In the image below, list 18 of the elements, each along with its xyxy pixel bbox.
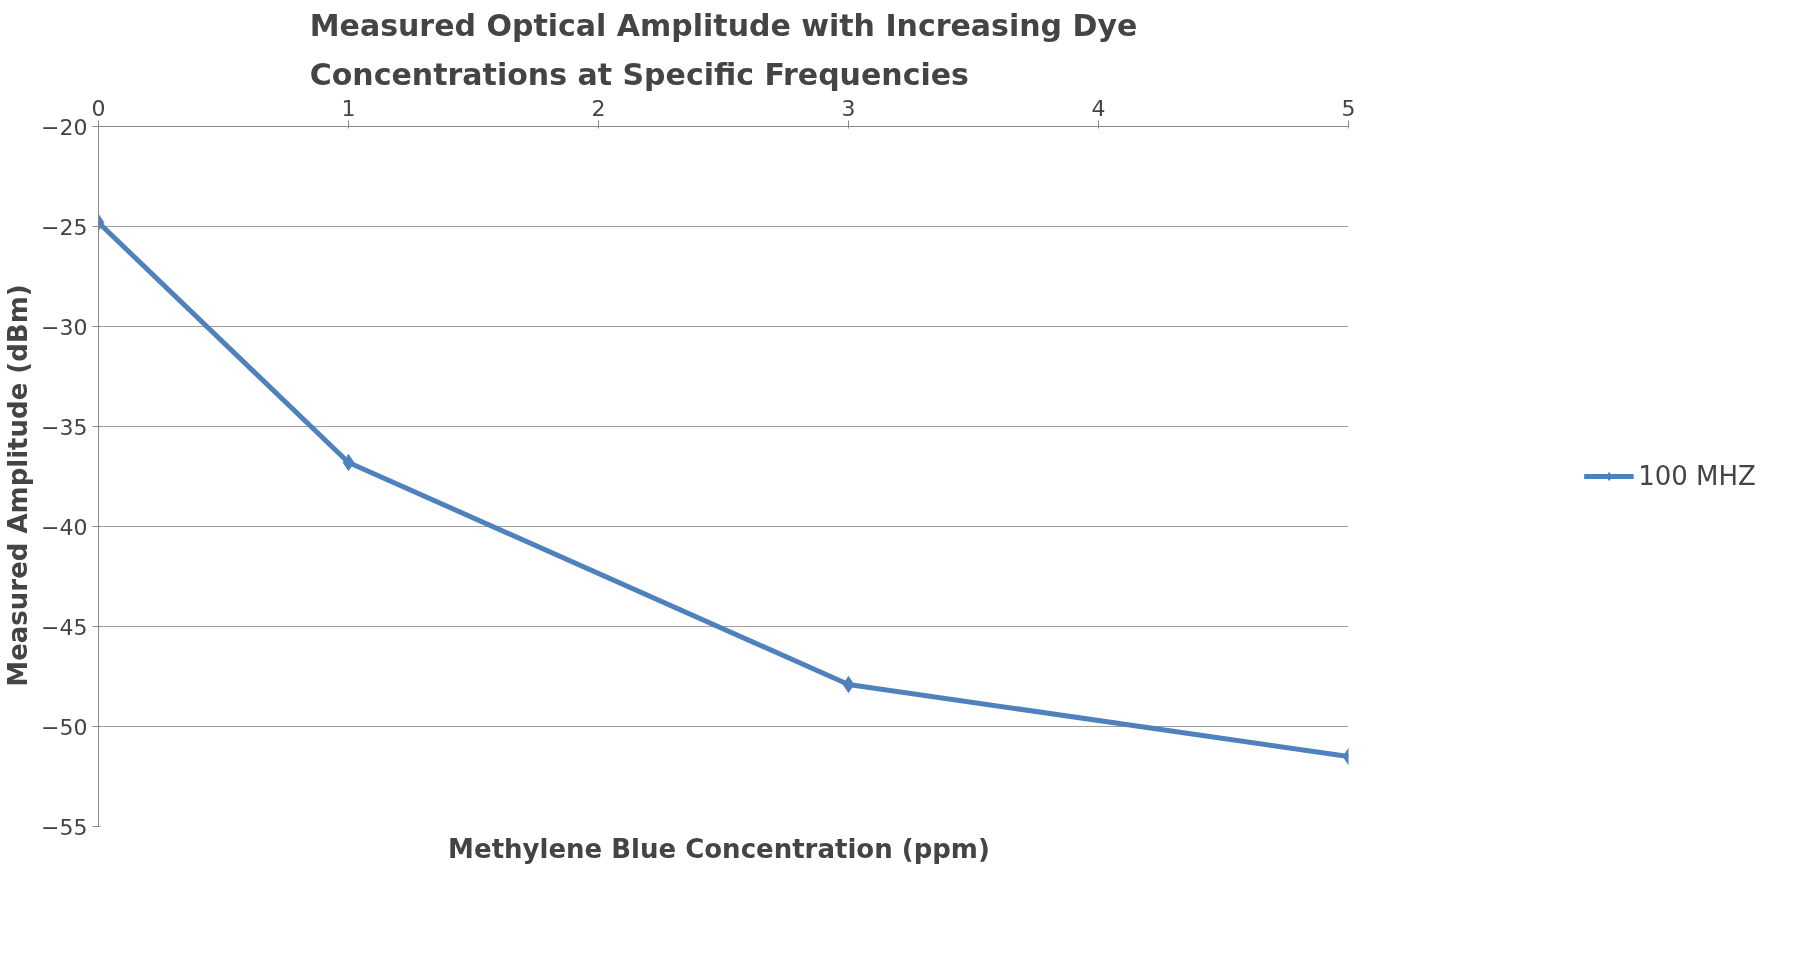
legend-label: 100 MHZ (1638, 461, 1756, 491)
y-tick-label: −20 (41, 114, 88, 140)
y-tick-label: −45 (41, 614, 88, 640)
x-tick-label: 0 (91, 95, 106, 121)
x-axis-title: Methylene Blue Concentration (ppm) (448, 833, 990, 864)
y-tick-label: −40 (41, 514, 88, 540)
y-tick-label: −50 (41, 714, 88, 740)
y-tick-label: −55 (41, 814, 88, 840)
y-tick-label: −35 (41, 414, 88, 440)
chart-title: Measured Optical Amplitude with Increasing Dye Concentrations at Specific Frequencies (309, 7, 1138, 92)
y-axis-title: Measured Amplitude (dBm) (3, 284, 34, 687)
x-tick-label: 3 (841, 95, 856, 121)
y-tick-label: −30 (41, 314, 88, 340)
x-tick-label: 1 (341, 95, 356, 121)
x-tick-label: 2 (591, 95, 606, 121)
x-tick-label: 5 (1341, 95, 1356, 121)
y-tick-label: −25 (41, 214, 88, 240)
x-tick-label: 4 (1091, 95, 1106, 121)
